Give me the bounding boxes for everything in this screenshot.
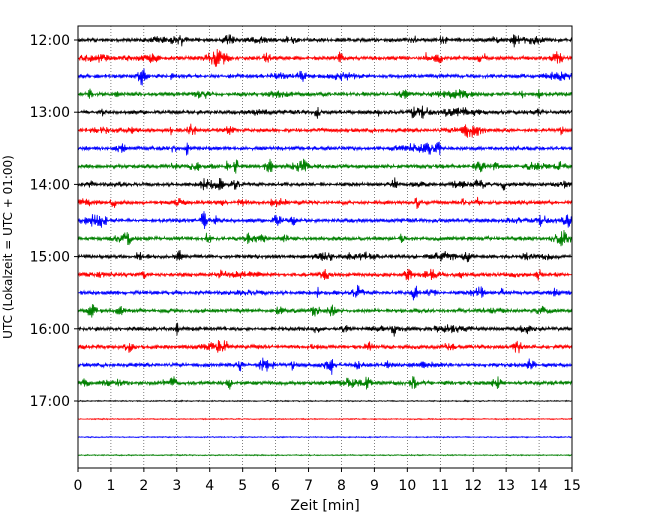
x-tick-label: 13 (497, 478, 515, 494)
y-tick-label: 14:00 (30, 177, 70, 193)
x-tick-label: 0 (74, 478, 83, 494)
trace-1500 (77, 250, 573, 263)
trace-1545 (77, 304, 573, 318)
x-axis-ticks: 0 1 2 3 4 5 6 7 8 9 10 11 12 13 14 15 (74, 468, 581, 494)
x-tick-label: 14 (530, 478, 548, 494)
trace-1630 (77, 357, 573, 375)
trace-1615 (77, 339, 573, 354)
trace-1315 (77, 123, 573, 138)
seismic-traces (77, 34, 573, 457)
trace-1645 (77, 376, 573, 390)
y-tick-label: 17:00 (30, 394, 70, 410)
trace-1600 (77, 322, 573, 337)
trace-1530 (77, 284, 573, 301)
x-tick-label: 9 (370, 478, 379, 494)
y-axis-label: UTC (Lokalzeit = UTC + 01:00) (1, 155, 15, 339)
x-tick-label: 12 (464, 478, 482, 494)
trace-1200 (77, 34, 573, 48)
trace-1515 (77, 268, 573, 281)
trace-1745 (77, 453, 573, 457)
y-tick-label: 13:00 (30, 105, 70, 121)
trace-1730 (77, 435, 572, 439)
x-tick-label: 10 (398, 478, 416, 494)
x-tick-label: 5 (238, 478, 247, 494)
x-tick-label: 4 (205, 478, 214, 494)
x-tick-label: 6 (271, 478, 280, 494)
x-tick-label: 2 (139, 478, 148, 494)
trace-1300 (77, 105, 573, 119)
trace-1715 (77, 417, 573, 421)
plot-frame (77, 25, 573, 469)
x-axis-label: Zeit [min] (290, 498, 359, 514)
trace-1345 (77, 158, 573, 174)
x-tick-label: 8 (337, 478, 346, 494)
x-tick-label: 3 (172, 478, 181, 494)
trace-1400 (77, 177, 573, 191)
trace-1245 (77, 88, 573, 99)
y-axis-ticks: 12:00 13:00 14:00 15:00 16:00 17:00 (30, 33, 78, 410)
trace-1445 (77, 229, 573, 247)
x-tick-label: 1 (106, 478, 115, 494)
y-tick-label: 16:00 (30, 322, 70, 338)
x-tick-label: 11 (431, 478, 449, 494)
trace-1215 (77, 49, 573, 67)
trace-1415 (77, 196, 573, 209)
x-tick-label: 15 (563, 478, 581, 494)
trace-1430 (77, 211, 573, 229)
trace-1330 (77, 141, 573, 156)
y-tick-label: 12:00 (30, 33, 70, 49)
trace-1700 (77, 399, 572, 403)
x-tick-label: 7 (304, 478, 313, 494)
y-tick-label: 15:00 (30, 250, 70, 266)
trace-1230 (77, 68, 573, 86)
